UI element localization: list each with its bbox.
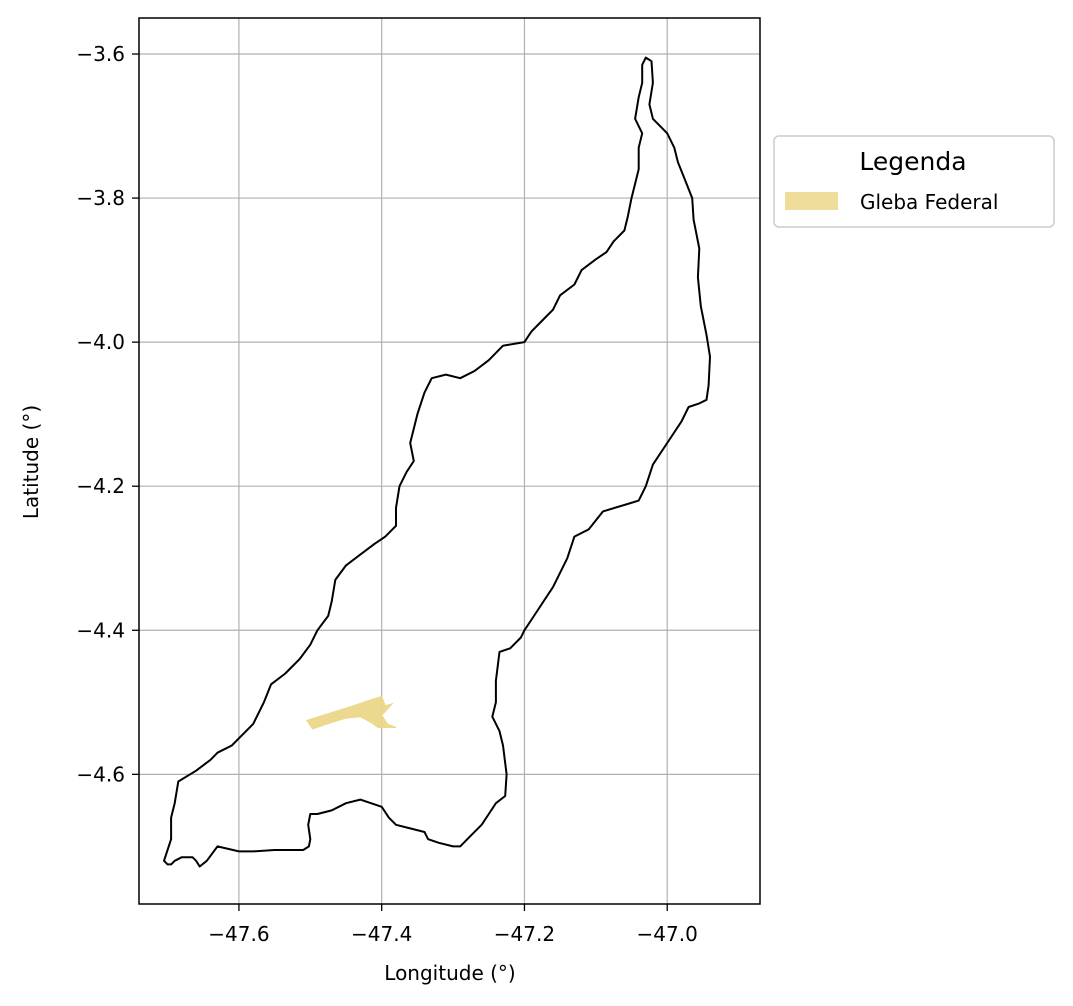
axes-frame — [138, 17, 761, 905]
y-tick-label: −4.4 — [76, 618, 125, 642]
y-tick-label: −3.6 — [76, 42, 125, 66]
legend-box — [773, 135, 1055, 228]
legend-label-gleba-federal: Gleba Federal — [860, 190, 998, 214]
legend-title: Legenda — [859, 147, 966, 176]
grid-lines — [139, 18, 760, 904]
x-axis-title: Longitude (°) — [384, 961, 515, 985]
x-tick-label: −47.0 — [637, 922, 698, 946]
axis-ticks: −47.6 −47.4 −47.2 −47.0 −3.6 −3.8 −4.0 −4.2 −4.4… — [76, 42, 697, 946]
polygon-gleba-federal — [305, 695, 397, 730]
y-tick-label: −4.0 — [76, 330, 125, 354]
y-axis-title: Latitude (°) — [19, 405, 43, 519]
y-tick-label: −4.2 — [76, 474, 125, 498]
polygon-boundary — [163, 56, 711, 868]
y-tick-label: −4.6 — [76, 762, 125, 786]
x-tick-label: −47.4 — [351, 922, 412, 946]
legend: Legenda Gleba Federal — [773, 135, 1055, 228]
x-tick-label: −47.6 — [208, 922, 269, 946]
x-tick-label: −47.2 — [494, 922, 555, 946]
legend-swatch-gleba-federal — [785, 192, 838, 210]
map-layers — [163, 56, 711, 868]
y-tick-label: −3.8 — [76, 186, 125, 210]
